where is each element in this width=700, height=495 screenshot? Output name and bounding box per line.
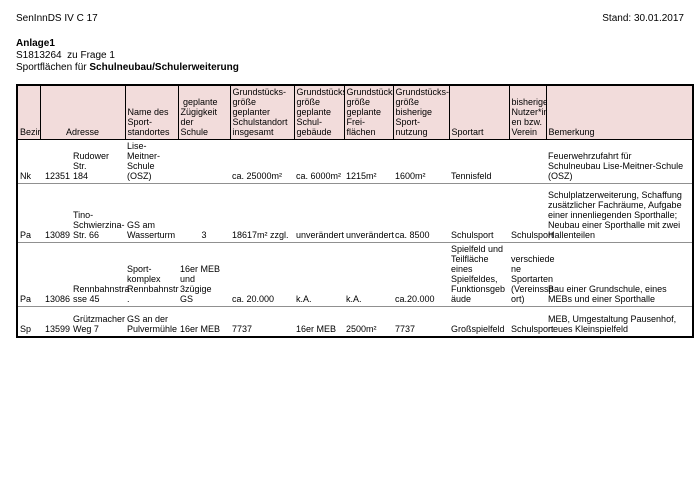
table-row: Sp 13599 Grützmacher Weg 7 GS an der Pul… [17, 306, 693, 337]
table-row: Pa 13086 Rennbahnstra sse 45 Sport- komp… [17, 242, 693, 307]
cell-bemerkung: Feuerwehrzufahrt für Schulneubau Lise-Me… [546, 139, 693, 184]
cell-sportnutzung: ca. 8500 [393, 183, 449, 243]
doc-date: Stand: 30.01.2017 [602, 13, 684, 24]
cell-strasse: Rudower Str. 184 [71, 139, 125, 184]
col-header-schulgebaeude: Grundstücks- größe geplante Schul- gebäu… [293, 84, 345, 140]
col-header-zuegigkeit: geplante Zügigkeit der Schule [177, 84, 231, 140]
page-title-bold: Schulneubau/Schulerweiterung [89, 62, 239, 73]
cell-sportart: Schulsport [449, 183, 509, 243]
cell-verein: verschiede ne Sportarten (Vereinssp ort) [509, 242, 555, 307]
cell-sportnutzung: 7737 [393, 306, 449, 337]
sportflaechen-table: Bezirk Adresse Name des Sport- standorte… [16, 84, 694, 338]
col-header-grundstueck-gesamt: Grundstücks- größe geplanter Schulstando… [229, 84, 295, 140]
page-title: Sportflächen für Schulneubau/Schulerweit… [16, 62, 239, 73]
table-row: Nk 12351 Rudower Str. 184 Lise-Meitner- … [17, 139, 693, 184]
cell-grundstueck-gesamt: ca. 20.000 [230, 242, 294, 307]
cell-sportnutzung: ca.20.000 [393, 242, 449, 307]
cell-verein: Schulsport [509, 183, 554, 243]
col-header-name: Name des Sport- standortes [124, 84, 179, 140]
cell-sportart: Spielfeld und Teilfläche eines Spielfeld… [449, 242, 509, 307]
cell-plz: 13599 [40, 306, 71, 337]
cell-bezirk: Pa [17, 242, 40, 307]
cell-freiflaechen: k.A. [344, 242, 393, 307]
cell-strasse: Grützmacher Weg 7 [71, 306, 125, 337]
cell-sportart: Tennisfeld [449, 139, 509, 184]
cell-schulgebaeude: ca. 6000m² [294, 139, 344, 184]
cell-verein [509, 139, 546, 184]
cell-grundstueck-gesamt: ca. 25000m² [230, 139, 294, 184]
cell-zuegigkeit [178, 139, 230, 184]
cell-bezirk: Sp [17, 306, 40, 337]
col-header-freiflaechen: Grundstücks- größe geplante Frei- fläche… [343, 84, 394, 140]
doc-reference: SenInnDS IV C 17 [16, 13, 98, 24]
cell-schulgebaeude: 16er MEB [294, 306, 344, 337]
cell-freiflaechen: 1215m² [344, 139, 393, 184]
cell-grundstueck-gesamt: 18617m² zzgl. [230, 183, 294, 243]
cell-name: Lise-Meitner- Schule (OSZ) [125, 139, 178, 184]
table-header-row: Bezirk Adresse Name des Sport- standorte… [16, 84, 694, 140]
cell-plz: 13089 [40, 183, 71, 243]
cell-sportnutzung: 1600m² [393, 139, 449, 184]
col-header-verein: bisherige/r Nutzer*inn en bzw. Verein [508, 84, 547, 140]
cell-freiflaechen: unverändert [344, 183, 394, 243]
table-row: Pa 13089 Tino- Schwierzina- Str. 66 GS a… [17, 183, 693, 243]
cell-bezirk: Pa [17, 183, 40, 243]
col-header-sportnutzung: Grundstücks- größe bisherige Sport- nutz… [392, 84, 450, 140]
cell-grundstueck-gesamt: 7737 [230, 306, 294, 337]
cell-bemerkung: MEB, Umgestaltung Pausenhof, neues Klein… [546, 306, 693, 337]
cell-schulgebaeude: unverändert [294, 183, 344, 243]
cell-name: GS an der Pulvermühle [125, 306, 178, 337]
cell-plz: 12351 [40, 139, 71, 184]
cell-schulgebaeude: k.A. [294, 242, 344, 307]
col-header-bemerkung: Bemerkung [545, 84, 694, 140]
cell-freiflaechen: 2500m² [344, 306, 393, 337]
col-header-adresse: Adresse [39, 84, 126, 140]
cell-bemerkung: Bau einer Grundschule, eines MEBs und ei… [546, 242, 693, 307]
cell-sportart: Großspielfeld [449, 306, 509, 337]
cell-verein: Schulsport [509, 306, 554, 337]
col-header-sportart: Sportart [448, 84, 510, 140]
cell-strasse: Tino- Schwierzina- Str. 66 [71, 183, 125, 243]
col-header-bezirk: Bezirk [16, 84, 41, 140]
frage-reference: S1813264 zu Frage 1 [16, 50, 115, 61]
cell-strasse: Rennbahnstra sse 45 [71, 242, 130, 307]
cell-plz: 13086 [40, 242, 71, 307]
cell-zuegigkeit: 16er MEB [178, 306, 230, 337]
cell-bemerkung: Schulplatzerweiterung, Schaffung zusätzl… [546, 183, 693, 243]
anlage-label: Anlage1 [16, 38, 55, 49]
cell-name: GS am Wasserturm [125, 183, 178, 243]
cell-name: Sport- komplex Rennbahnstr . [125, 242, 179, 307]
cell-zuegigkeit: 3 [178, 183, 230, 243]
cell-zuegigkeit: 16er MEB und 3zügige GS [178, 242, 230, 307]
cell-bezirk: Nk [17, 139, 40, 184]
page-title-prefix: Sportflächen für [16, 62, 90, 73]
